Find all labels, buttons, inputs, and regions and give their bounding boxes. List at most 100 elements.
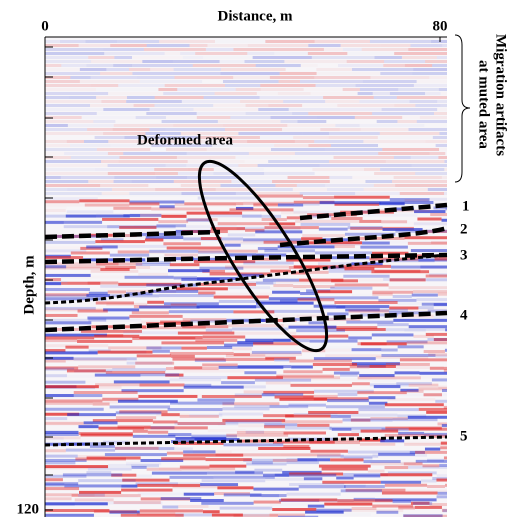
texture: [45, 474, 87, 478]
texture: [45, 412, 80, 416]
texture: [196, 112, 246, 115]
texture: [45, 461, 76, 465]
texture: [330, 286, 373, 290]
texture: [166, 116, 197, 119]
texture: [297, 458, 331, 462]
texture: [121, 488, 173, 492]
texture: [188, 218, 218, 222]
texture: [180, 132, 239, 135]
texture: [114, 446, 175, 450]
texture: [334, 195, 390, 199]
texture: [45, 502, 108, 506]
texture: [104, 52, 165, 55]
texture: [154, 96, 204, 99]
texture: [89, 444, 115, 448]
texture: [45, 188, 68, 191]
texture: [77, 454, 105, 458]
texture: [100, 267, 130, 271]
texture: [317, 72, 381, 75]
texture: [101, 192, 130, 195]
texture: [158, 466, 180, 470]
texture: [393, 318, 447, 322]
texture: [264, 226, 319, 230]
texture: [326, 188, 364, 191]
texture: [45, 221, 64, 225]
texture: [282, 470, 322, 474]
texture: [429, 152, 446, 155]
texture: [258, 108, 289, 111]
texture: [45, 430, 79, 434]
texture: [78, 479, 136, 483]
texture: [45, 265, 67, 269]
texture: [382, 259, 435, 263]
texture: [45, 160, 102, 163]
texture: [45, 513, 94, 517]
texture: [340, 44, 382, 47]
texture: [176, 287, 228, 291]
texture: [351, 362, 400, 366]
texture: [318, 262, 352, 266]
brace: [454, 34, 471, 183]
texture: [280, 453, 341, 457]
texture: [347, 52, 394, 55]
texture: [45, 266, 101, 270]
texture: [45, 385, 99, 389]
texture: [302, 234, 345, 238]
texture: [245, 112, 293, 115]
texture: [360, 128, 409, 131]
texture: [147, 300, 164, 304]
texture: [423, 393, 442, 397]
texture: [201, 394, 262, 398]
texture: [45, 80, 80, 83]
texture: [277, 245, 335, 249]
texture: [64, 484, 122, 488]
texture: [294, 152, 334, 155]
texture: [196, 116, 231, 119]
texture: [328, 334, 349, 338]
texture: [249, 494, 287, 498]
texture: [357, 376, 421, 380]
texture: [374, 498, 437, 502]
texture: [325, 184, 374, 187]
texture: [364, 168, 381, 171]
texture: [254, 468, 283, 472]
texture: [119, 225, 157, 229]
texture: [67, 124, 114, 127]
texture: [116, 40, 160, 43]
texture: [70, 251, 110, 255]
texture: [205, 328, 233, 332]
texture: [113, 124, 174, 127]
texture: [270, 503, 308, 506]
texture: [392, 180, 447, 183]
texture: [330, 144, 379, 147]
texture: [165, 52, 181, 55]
texture: [233, 310, 275, 314]
texture: [438, 156, 447, 159]
texture: [247, 44, 309, 47]
texture: [258, 446, 311, 450]
texture: [117, 399, 178, 403]
horizon-line: [44, 253, 448, 305]
texture: [154, 168, 188, 171]
texture: [256, 194, 303, 198]
texture: [313, 304, 337, 308]
texture: [45, 108, 103, 111]
texture: [431, 378, 447, 382]
texture: [310, 449, 348, 453]
texture: [60, 40, 86, 43]
horizon-line: [44, 229, 221, 240]
texture: [398, 314, 434, 318]
texture: [126, 96, 155, 99]
texture: [45, 509, 110, 513]
texture: [155, 188, 216, 191]
texture: [330, 180, 366, 183]
texture: [308, 44, 341, 47]
texture: [79, 233, 113, 237]
texture: [45, 333, 107, 337]
texture: [90, 269, 139, 273]
texture: [330, 415, 351, 419]
texture: [115, 411, 162, 415]
texture: [384, 433, 430, 437]
texture: [45, 458, 87, 462]
texture: [201, 140, 232, 143]
